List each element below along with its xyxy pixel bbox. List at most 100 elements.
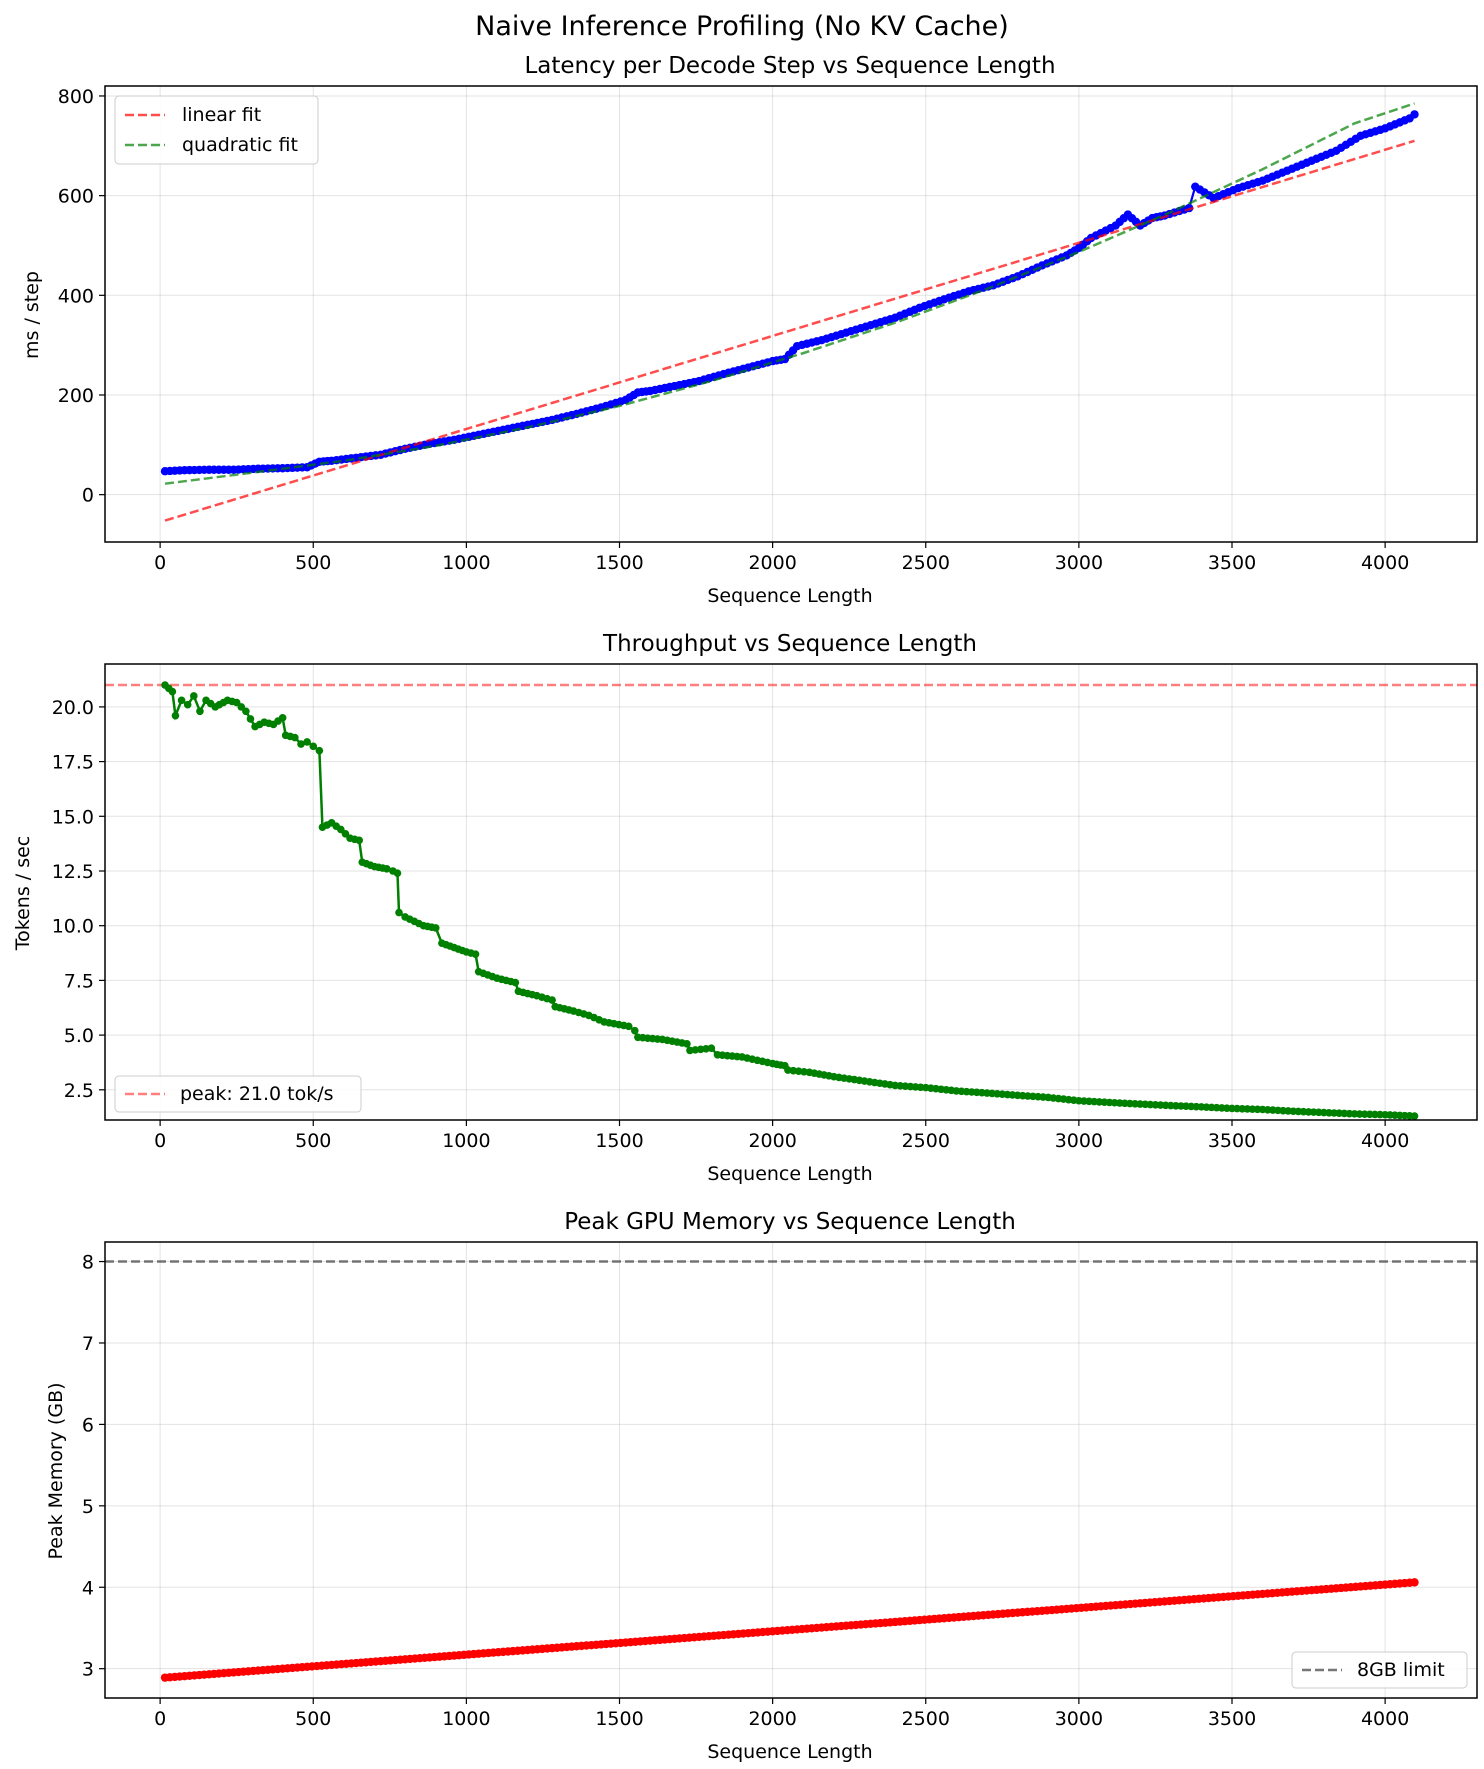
throughput-ytick-label: 12.5 [52, 861, 94, 883]
legend-limit-label: 8GB limit [1357, 1659, 1445, 1681]
memory-ytick-label: 5 [82, 1496, 94, 1518]
throughput-point [315, 746, 324, 755]
latency-xtick-label: 500 [295, 552, 331, 574]
throughput-point [683, 1040, 691, 1048]
memory-chart-xlabel: Sequence Length [707, 1741, 872, 1763]
throughput-ytick-label: 7.5 [64, 970, 94, 992]
throughput-point [1410, 1112, 1419, 1120]
latency-ytick-label: 600 [58, 186, 94, 208]
throughput-chart-frame [104, 663, 1478, 1121]
throughput-point [393, 869, 402, 877]
throughput-xtick-label: 2000 [748, 1130, 796, 1152]
throughput-point [242, 707, 250, 716]
throughput-point [177, 696, 186, 705]
throughput-xtick-label: 1000 [442, 1130, 490, 1152]
throughput-point [303, 738, 311, 746]
memory-chart-title: Peak GPU Memory vs Sequence Length [564, 1209, 1016, 1235]
throughput-point [291, 733, 299, 742]
throughput-point [624, 1022, 633, 1031]
throughput-point [382, 865, 391, 873]
throughput-point [355, 836, 363, 845]
memory-xtick-label: 1500 [595, 1708, 643, 1730]
latency-chart-frame [104, 85, 1478, 543]
memory-point [1410, 1578, 1419, 1587]
throughput-point [707, 1044, 716, 1053]
throughput-xtick-label: 3000 [1055, 1130, 1103, 1152]
throughput-point [309, 742, 318, 751]
throughput-point [171, 711, 180, 720]
linear-fit-line [164, 139, 1415, 522]
throughput-xtick-label: 1500 [595, 1130, 643, 1152]
latency-chart-xlabel: Sequence Length [707, 585, 872, 607]
throughput-series-line [164, 684, 1415, 1118]
throughput-chart-ylabel: Tokens / sec [12, 836, 34, 951]
throughput-ytick-label: 17.5 [52, 752, 94, 774]
latency-chart-ylabel: ms / step [21, 271, 43, 359]
throughput-ytick-label: 20.0 [52, 697, 94, 719]
throughput-point [278, 714, 287, 722]
latency-xtick-label: 3500 [1208, 552, 1256, 574]
latency-ytick-label: 800 [58, 86, 94, 108]
throughput-point [511, 978, 520, 987]
throughput-point [548, 996, 556, 1004]
latency-series-line [164, 113, 1416, 473]
latency-xtick-label: 1000 [442, 552, 490, 574]
memory-chart: Peak GPU Memory vs Sequence Length Seque… [45, 1209, 1478, 1763]
throughput-xtick-label: 2500 [902, 1130, 950, 1152]
legend-peak-label: peak: 21.0 tok/s [180, 1083, 334, 1105]
throughput-point [431, 924, 440, 932]
throughput-chart-xlabel: Sequence Length [707, 1163, 872, 1185]
latency-xtick-label: 4000 [1361, 552, 1409, 574]
throughput-xtick-label: 3500 [1208, 1130, 1256, 1152]
latency-chart: Latency per Decode Step vs Sequence Leng… [21, 53, 1478, 607]
latency-xtick-label: 2500 [902, 552, 950, 574]
memory-ytick-label: 6 [82, 1414, 94, 1436]
latency-xtick-label: 3000 [1055, 552, 1103, 574]
figure-suptitle: Naive Inference Profiling (No KV Cache) [475, 11, 1009, 42]
legend-quadratic-fit-label: quadratic fit [182, 134, 298, 156]
latency-chart-title: Latency per Decode Step vs Sequence Leng… [524, 53, 1055, 79]
quadratic-fit-line [164, 102, 1415, 485]
latency-point [1410, 110, 1419, 119]
memory-chart-frame [104, 1241, 1478, 1699]
memory-xtick-label: 3500 [1208, 1708, 1256, 1730]
throughput-point [395, 908, 403, 917]
memory-ytick-label: 7 [82, 1333, 94, 1355]
throughput-point [471, 950, 480, 958]
memory-xtick-label: 500 [295, 1708, 331, 1730]
memory-xtick-label: 0 [154, 1708, 166, 1730]
memory-xtick-label: 2000 [748, 1708, 796, 1730]
memory-xtick-label: 2500 [902, 1708, 950, 1730]
throughput-ytick-label: 15.0 [52, 806, 94, 828]
throughput-point [631, 1026, 639, 1035]
throughput-point [196, 707, 204, 716]
throughput-point [190, 692, 198, 700]
throughput-xtick-label: 4000 [1361, 1130, 1409, 1152]
throughput-ytick-label: 2.5 [64, 1080, 94, 1102]
latency-xtick-label: 0 [154, 552, 166, 574]
memory-xtick-label: 3000 [1055, 1708, 1103, 1730]
throughput-point [297, 740, 305, 748]
legend-linear-fit-label: linear fit [182, 104, 261, 126]
memory-chart-legend: 8GB limit [1291, 1651, 1468, 1689]
throughput-xtick-label: 500 [295, 1130, 331, 1152]
throughput-point [183, 700, 192, 709]
throughput-ytick-label: 10.0 [52, 916, 94, 938]
memory-xtick-label: 4000 [1361, 1708, 1409, 1730]
memory-ytick-label: 4 [82, 1577, 94, 1599]
latency-ytick-label: 400 [58, 285, 94, 307]
throughput-chart: Throughput vs Sequence Length Sequence L… [12, 631, 1478, 1185]
latency-chart-legend: linear fit quadratic fit [114, 95, 319, 165]
throughput-point [246, 715, 255, 723]
throughput-chart-title: Throughput vs Sequence Length [602, 631, 977, 657]
latency-xtick-label: 1500 [595, 552, 643, 574]
latency-ytick-label: 200 [58, 385, 94, 407]
latency-ytick-label: 0 [82, 485, 94, 507]
throughput-ytick-label: 5.0 [64, 1025, 94, 1047]
memory-ytick-label: 3 [82, 1659, 94, 1681]
memory-ytick-label: 8 [82, 1252, 94, 1274]
memory-xtick-label: 1000 [442, 1708, 490, 1730]
throughput-chart-legend: peak: 21.0 tok/s [114, 1075, 362, 1113]
throughput-point [168, 687, 177, 696]
